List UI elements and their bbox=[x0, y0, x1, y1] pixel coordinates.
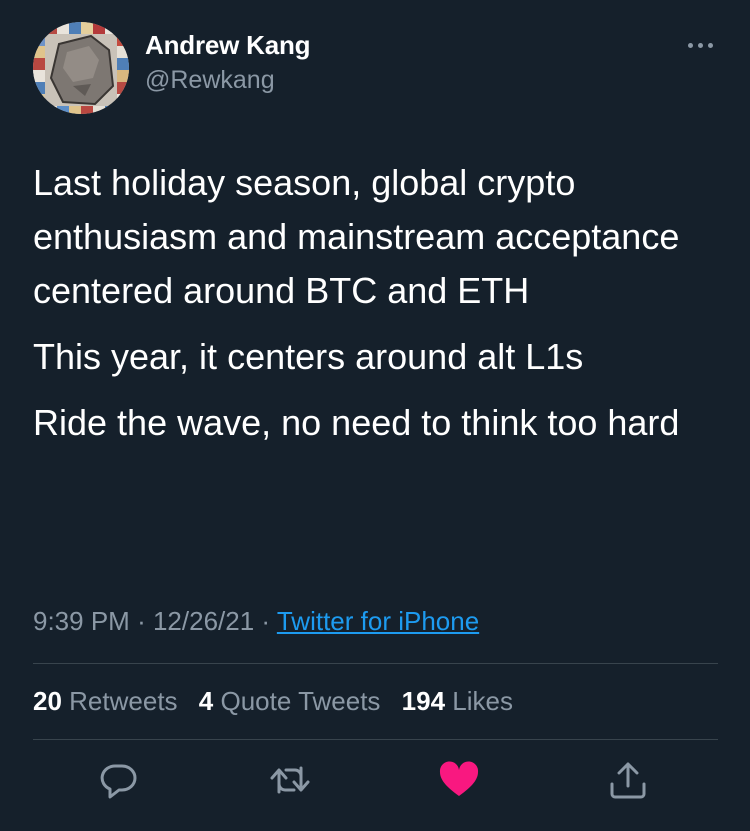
tweet-paragraph: This year, it centers around alt L1s bbox=[33, 336, 584, 377]
action-bar bbox=[0, 758, 750, 808]
divider bbox=[33, 663, 718, 664]
likes-stat[interactable]: 194 Likes bbox=[402, 686, 513, 716]
retweet-icon[interactable] bbox=[268, 758, 312, 802]
meta-separator: · bbox=[137, 606, 146, 636]
share-icon[interactable] bbox=[606, 758, 650, 802]
tweet-paragraph: Ride the wave, no need to think too hard bbox=[33, 402, 680, 443]
reply-icon[interactable] bbox=[97, 758, 141, 802]
tweet-time[interactable]: 9:39 PM bbox=[33, 606, 130, 636]
tweet-meta: 9:39 PM · 12/26/21 · Twitter for iPhone bbox=[33, 606, 479, 637]
retweets-count: 20 bbox=[33, 686, 62, 716]
avatar[interactable] bbox=[33, 22, 129, 114]
tweet-text: Last holiday season, global crypto enthu… bbox=[33, 156, 723, 462]
tweet-stats: 20 Retweets 4 Quote Tweets 194 Likes bbox=[33, 686, 527, 717]
retweets-stat[interactable]: 20 Retweets bbox=[33, 686, 178, 716]
divider bbox=[33, 739, 718, 740]
meta-separator: · bbox=[261, 606, 271, 636]
quote-tweets-label: Quote Tweets bbox=[220, 686, 381, 716]
tweet-source-link[interactable]: Twitter for iPhone bbox=[276, 606, 480, 636]
author-name[interactable]: Andrew Kang bbox=[145, 30, 311, 60]
retweets-label: Retweets bbox=[69, 686, 178, 716]
tweet-date[interactable]: 12/26/21 bbox=[152, 606, 255, 636]
quote-tweets-count: 4 bbox=[198, 686, 214, 716]
quote-tweets-stat[interactable]: 4 Quote Tweets bbox=[199, 686, 381, 716]
heart-icon[interactable] bbox=[437, 758, 481, 802]
more-icon[interactable] bbox=[675, 30, 725, 60]
tweet-paragraph: Last holiday season, global crypto enthu… bbox=[33, 162, 680, 311]
likes-count: 194 bbox=[401, 686, 446, 716]
author-handle[interactable]: @Rewkang bbox=[145, 66, 275, 94]
likes-label: Likes bbox=[452, 686, 513, 716]
